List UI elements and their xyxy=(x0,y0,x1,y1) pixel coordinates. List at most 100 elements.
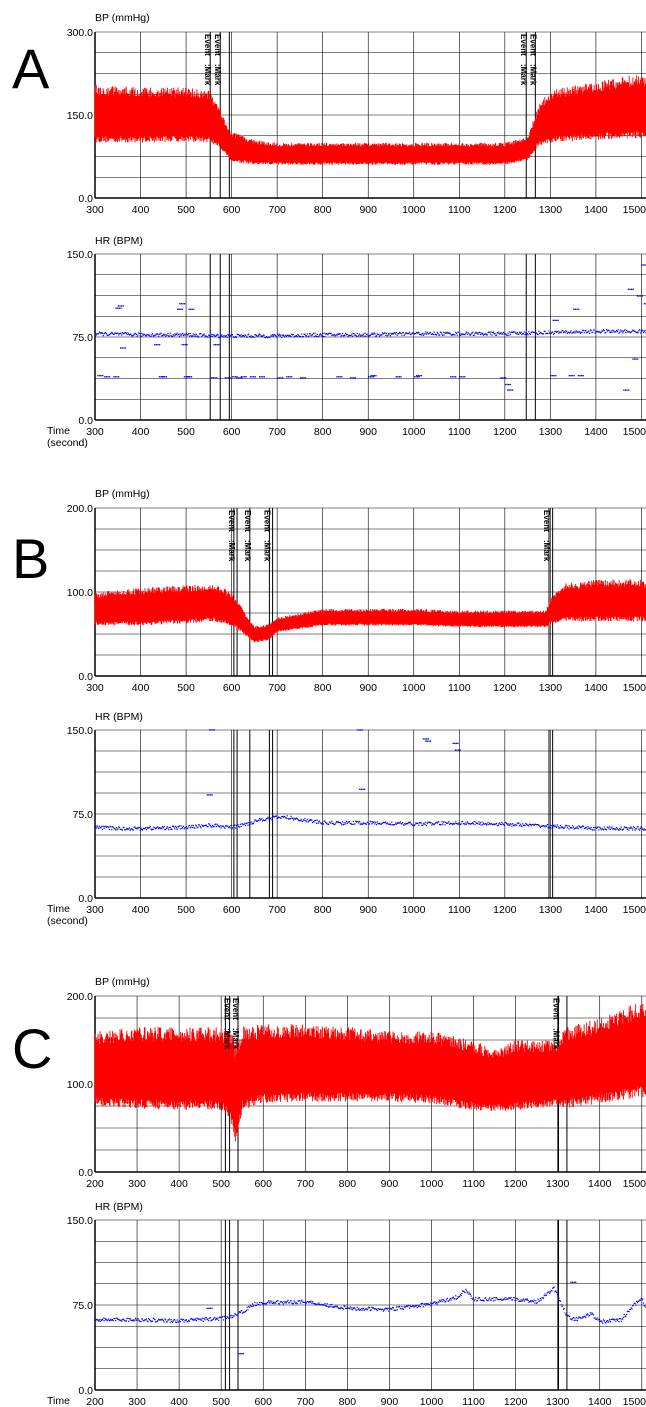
hr-point xyxy=(178,825,181,827)
hr-point xyxy=(599,332,602,334)
hr-point xyxy=(238,334,241,337)
hr-outlier-point xyxy=(400,376,402,378)
hr-point xyxy=(402,822,404,824)
hr-point xyxy=(206,1319,208,1321)
hr-point xyxy=(272,1301,274,1303)
hr-point xyxy=(485,1299,488,1301)
hr-point xyxy=(515,333,518,335)
hr-point xyxy=(548,330,550,332)
hr-point xyxy=(344,823,346,826)
hr-point xyxy=(278,333,281,335)
hr-point xyxy=(537,1298,539,1300)
hr-point xyxy=(637,826,639,828)
hr-point xyxy=(467,1291,469,1293)
hr-point xyxy=(120,828,122,831)
hr-outlier-point xyxy=(550,375,552,377)
hr-point xyxy=(219,825,221,827)
hr-point xyxy=(237,1312,239,1315)
hr-point xyxy=(644,329,646,332)
hr-point xyxy=(127,332,129,334)
hr-point xyxy=(414,824,416,826)
hr-point xyxy=(178,1321,180,1323)
hr-point xyxy=(218,336,220,339)
hr-point xyxy=(312,821,314,824)
hr-point xyxy=(198,1318,200,1320)
hr-point xyxy=(639,1299,641,1301)
hr-point xyxy=(512,1297,515,1299)
x-tick-label: 1100 xyxy=(448,204,471,216)
x-tick-label: 600 xyxy=(223,204,241,216)
hr-point xyxy=(569,1315,571,1317)
hr-outlier-point xyxy=(339,376,341,378)
hr-point xyxy=(196,827,198,829)
hr-point xyxy=(111,1318,114,1321)
hr-point xyxy=(318,1302,320,1304)
hr-point xyxy=(367,1307,369,1309)
hr-point xyxy=(586,331,588,333)
hr-outlier-point xyxy=(238,1353,240,1355)
hr-point xyxy=(166,826,168,828)
hr-point xyxy=(555,826,558,828)
hr-point xyxy=(254,819,256,821)
hr-point xyxy=(191,1319,194,1321)
hr-point xyxy=(125,829,127,831)
hr-point xyxy=(166,334,168,336)
hr-point xyxy=(559,1299,561,1302)
hr-point xyxy=(221,825,224,827)
hr-point xyxy=(167,332,169,334)
hr-point xyxy=(423,1303,425,1305)
hr-point xyxy=(478,1297,480,1299)
hr-point xyxy=(389,823,391,825)
hr-point xyxy=(592,1314,595,1316)
hr-point xyxy=(383,332,385,334)
hr-point xyxy=(114,1317,116,1320)
hr-point xyxy=(382,1310,385,1312)
hr-point xyxy=(122,333,124,335)
hr-point xyxy=(188,1320,191,1322)
hr-point xyxy=(439,1300,441,1303)
hr-point xyxy=(185,826,188,828)
hr-point xyxy=(333,333,335,336)
hr-point xyxy=(579,825,581,828)
hr-point xyxy=(235,827,237,829)
hr-point xyxy=(548,823,550,826)
hr-point xyxy=(463,333,465,336)
hr-point xyxy=(489,333,491,335)
hr-point xyxy=(593,1317,595,1319)
hr-point xyxy=(568,828,570,830)
hr-point xyxy=(343,335,345,337)
hr-point xyxy=(98,331,101,333)
hr-point xyxy=(507,1298,509,1300)
hr-point xyxy=(539,825,541,827)
hr-point xyxy=(235,824,238,827)
hr-point xyxy=(631,1308,633,1310)
hr-point xyxy=(161,334,164,337)
hr-point xyxy=(539,826,541,829)
hr-point xyxy=(305,1301,307,1304)
hr-point xyxy=(171,1320,173,1322)
hr-point xyxy=(412,824,414,826)
hr-point xyxy=(464,824,466,826)
hr-point xyxy=(310,1300,312,1302)
hr-point xyxy=(385,821,387,823)
hr-point xyxy=(291,817,293,819)
hr-point xyxy=(358,333,361,335)
hr-point xyxy=(531,824,533,826)
hr-point xyxy=(245,822,248,824)
hr-point xyxy=(432,333,434,335)
hr-point xyxy=(311,1302,313,1304)
hr-point xyxy=(541,825,543,827)
hr-point xyxy=(392,1306,394,1309)
hr-point xyxy=(188,825,190,827)
event-label: Event xyxy=(227,510,236,532)
hr-point xyxy=(238,334,240,336)
hr-point xyxy=(112,333,114,335)
hr-point xyxy=(155,828,157,830)
hr-point xyxy=(531,331,533,333)
hr-point xyxy=(215,1319,217,1321)
hr-point xyxy=(510,1297,512,1299)
hr-point xyxy=(327,823,329,825)
hr-point xyxy=(403,334,405,337)
hr-trend-series xyxy=(95,329,646,339)
x-tick-label: 1500 xyxy=(623,426,646,438)
